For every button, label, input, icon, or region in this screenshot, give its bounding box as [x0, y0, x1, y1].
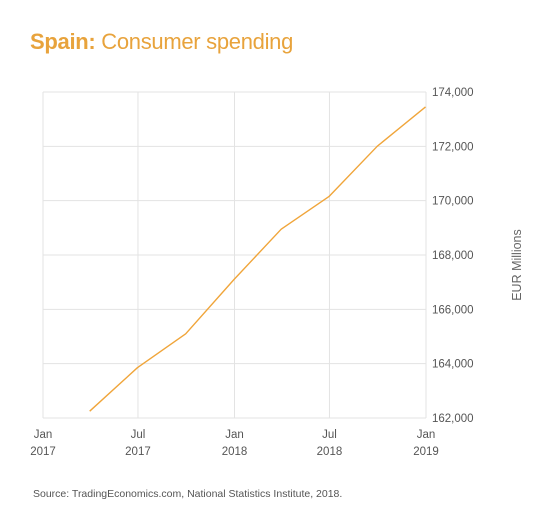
x-tick-label-month: Jul — [322, 429, 337, 441]
y-tick-label: 162,000 — [432, 413, 474, 425]
y-tick-label: 164,000 — [432, 359, 474, 371]
x-tick-label-year: 2019 — [413, 446, 439, 458]
series-line — [89, 106, 426, 412]
x-tick-label-month: Jan — [34, 429, 53, 441]
x-tick-label-year: 2017 — [125, 446, 151, 458]
y-tick-label: 168,000 — [432, 250, 474, 262]
y-axis-title: EUR Millions — [510, 229, 524, 301]
x-tick-label-year: 2018 — [222, 446, 248, 458]
y-tick-label: 170,000 — [432, 196, 474, 208]
chart-title: Spain: Consumer spending — [30, 29, 293, 55]
chart-title-country: Spain: — [30, 29, 96, 54]
x-tick-label-month: Jan — [225, 429, 244, 441]
chart-title-text: Consumer spending — [101, 29, 294, 54]
x-tick-label-year: 2017 — [30, 446, 56, 458]
x-tick-label-month: Jan — [417, 429, 436, 441]
y-tick-label: 166,000 — [432, 304, 474, 316]
source-note: Source: TradingEconomics.com, National S… — [33, 488, 343, 500]
y-tick-label: 172,000 — [432, 141, 474, 153]
x-tick-label-year: 2018 — [317, 446, 343, 458]
x-tick-label-month: Jul — [131, 429, 146, 441]
y-tick-label: 174,000 — [432, 87, 474, 99]
